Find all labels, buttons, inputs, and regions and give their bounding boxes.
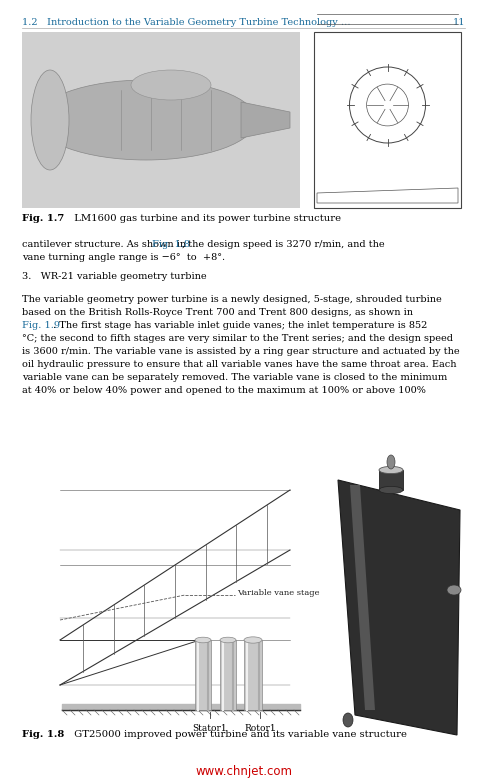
Polygon shape — [195, 640, 211, 710]
Text: Rotor1: Rotor1 — [244, 724, 276, 733]
Polygon shape — [338, 480, 460, 735]
Ellipse shape — [220, 637, 236, 643]
Bar — [314, 32, 461, 208]
Text: vane turning angle range is −6°  to  +8°.: vane turning angle range is −6° to +8°. — [22, 253, 225, 262]
Bar — [379, 470, 403, 490]
Text: based on the British Rolls-Royce Trent 700 and Trent 800 designs, as shown in: based on the British Rolls-Royce Trent 7… — [22, 308, 413, 317]
Text: Fig. 1.9: Fig. 1.9 — [22, 321, 60, 330]
Text: , the design speed is 3270 r/min, and the: , the design speed is 3270 r/min, and th… — [183, 240, 385, 249]
Ellipse shape — [36, 80, 256, 160]
Text: . The first stage has variable inlet guide vanes; the inlet temperature is 852: . The first stage has variable inlet gui… — [53, 321, 427, 330]
Ellipse shape — [379, 486, 403, 494]
Text: The variable geometry power turbine is a newly designed, 5-stage, shrouded turbi: The variable geometry power turbine is a… — [22, 295, 442, 304]
Text: LM1600 gas turbine and its power turbine structure: LM1600 gas turbine and its power turbine… — [68, 214, 341, 223]
Text: Fig. 1.8: Fig. 1.8 — [22, 730, 64, 739]
Text: oil hydraulic pressure to ensure that all variable vanes have the same throat ar: oil hydraulic pressure to ensure that al… — [22, 360, 456, 369]
Polygon shape — [350, 485, 375, 710]
Ellipse shape — [447, 585, 461, 595]
Text: 11: 11 — [452, 18, 465, 27]
Ellipse shape — [244, 637, 262, 643]
Text: 1.2   Introduction to the Variable Geometry Turbine Technology …: 1.2 Introduction to the Variable Geometr… — [22, 18, 351, 27]
Ellipse shape — [31, 70, 69, 170]
Text: Variable vane stage: Variable vane stage — [237, 589, 319, 597]
Bar — [22, 32, 300, 208]
Ellipse shape — [131, 70, 211, 100]
Text: www.chnjet.com: www.chnjet.com — [195, 765, 292, 778]
Text: cantilever structure. As shown in: cantilever structure. As shown in — [22, 240, 189, 249]
Text: variable vane can be separately removed. The variable vane is closed to the mini: variable vane can be separately removed.… — [22, 373, 447, 382]
Text: Fig. 1.8: Fig. 1.8 — [152, 240, 190, 249]
Text: 3.   WR-21 variable geometry turbine: 3. WR-21 variable geometry turbine — [22, 272, 206, 281]
Ellipse shape — [195, 637, 211, 643]
Text: °C; the second to fifth stages are very similar to the Trent series; and the des: °C; the second to fifth stages are very … — [22, 334, 453, 343]
Text: Stator1: Stator1 — [193, 724, 227, 733]
Ellipse shape — [387, 455, 395, 469]
Ellipse shape — [379, 467, 403, 474]
Polygon shape — [244, 640, 262, 710]
Text: at 40% or below 40% power and opened to the maximum at 100% or above 100%: at 40% or below 40% power and opened to … — [22, 386, 426, 395]
Ellipse shape — [343, 713, 353, 727]
Text: GT25000 improved power turbine and its variable vane structure: GT25000 improved power turbine and its v… — [68, 730, 407, 739]
Polygon shape — [220, 640, 236, 710]
Text: is 3600 r/min. The variable vane is assisted by a ring gear structure and actuat: is 3600 r/min. The variable vane is assi… — [22, 347, 460, 356]
Text: Fig. 1.7: Fig. 1.7 — [22, 214, 64, 223]
Polygon shape — [241, 102, 290, 138]
